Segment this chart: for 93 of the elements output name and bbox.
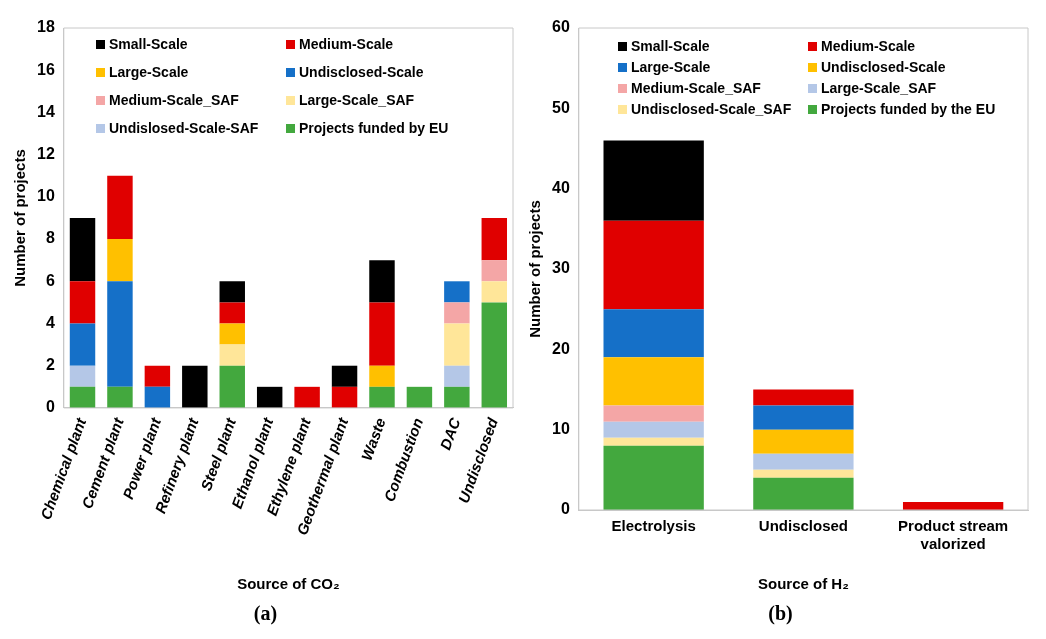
bar	[331, 365, 358, 387]
bar	[481, 260, 508, 282]
bar	[369, 302, 395, 366]
x-axis-title: Source of CO₂	[237, 575, 340, 593]
y-tick-label: 6	[45, 271, 55, 289]
y-tick-label: 0	[560, 500, 570, 518]
y-axis-title: Number of projects	[526, 200, 544, 338]
y-tick-label: 50	[552, 98, 570, 116]
bar	[753, 429, 854, 454]
x-tick-label: Undisclosed	[758, 517, 848, 535]
legend-label: Medium-Scale_SAF	[631, 80, 761, 96]
legend-label: Undisclosed-Scale	[299, 64, 424, 80]
y-tick-label: 10	[37, 187, 55, 205]
bar	[603, 437, 704, 446]
bar	[144, 365, 171, 387]
bar	[753, 453, 854, 470]
bar	[331, 386, 358, 408]
y-tick-label: 12	[37, 145, 55, 163]
legend-label: Large-Scale	[631, 59, 711, 75]
legend-label: Medium-Scale	[821, 38, 916, 54]
y-tick-label: 2	[45, 356, 55, 374]
y-tick-label: 10	[552, 420, 570, 438]
bar	[406, 386, 433, 408]
y-tick-label: 60	[552, 18, 570, 36]
y-tick-label: 8	[45, 229, 55, 247]
bar	[369, 260, 395, 303]
bar	[107, 175, 133, 240]
y-axis-title: Number of projects	[11, 149, 29, 287]
legend-label: Undisclosed-Scale_SAF	[631, 101, 792, 117]
legend-label: Projects funded by the EU	[821, 101, 996, 117]
legend-label: Undislosed-Scale-SAF	[109, 120, 259, 136]
bar	[481, 281, 508, 303]
y-tick-label: 20	[552, 339, 570, 357]
y-tick-label: 18	[37, 18, 55, 36]
bar	[603, 405, 704, 422]
x-tick-label: Waste	[357, 415, 389, 463]
legend-label: Small-Scale	[631, 38, 710, 54]
y-tick-label: 30	[552, 259, 570, 277]
y-tick-label: 16	[37, 60, 55, 78]
bar	[603, 309, 704, 358]
bar	[256, 386, 283, 408]
bar	[107, 281, 133, 387]
x-tick-label: Electrolysis	[611, 517, 696, 535]
legend-label: Large-Scale_SAF	[299, 92, 415, 108]
bar	[753, 405, 854, 430]
bar	[603, 421, 704, 438]
text: (b)	[767, 602, 794, 625]
bar	[294, 386, 320, 408]
legend-label: Projects funded by EU	[299, 120, 449, 136]
bar	[753, 469, 854, 478]
bar	[444, 365, 470, 387]
bar	[481, 217, 508, 261]
legend-label: Undisclosed-Scale	[821, 59, 946, 75]
bar	[603, 357, 704, 406]
bar	[444, 386, 470, 408]
bar	[219, 302, 245, 324]
legend-label: Medium-Scale_SAF	[109, 92, 239, 108]
bar	[69, 281, 96, 324]
bar	[444, 323, 470, 366]
bar	[69, 386, 96, 408]
bar	[369, 386, 395, 408]
y-tick-label: 0	[45, 398, 55, 416]
bar	[69, 217, 96, 282]
bar	[753, 477, 854, 510]
bar	[182, 365, 208, 408]
legend-label: Large-Scale	[109, 64, 189, 80]
bar	[69, 323, 96, 366]
bar	[369, 365, 395, 387]
bar	[219, 323, 245, 345]
x-axis-title: Source of H₂	[757, 575, 849, 593]
bar	[481, 302, 508, 408]
bar	[144, 386, 171, 408]
bar	[444, 281, 470, 303]
text: (a)	[252, 602, 279, 625]
bar	[603, 140, 704, 221]
bar	[444, 302, 470, 324]
legend-label: Large-Scale_SAF	[821, 80, 937, 96]
x-tick-label: DAC	[436, 414, 464, 452]
bar	[603, 220, 704, 310]
x-tick-label: Product stream valorized	[898, 517, 1009, 553]
legend-label: Medium-Scale	[299, 36, 394, 52]
bar	[603, 445, 704, 510]
bar	[69, 365, 96, 387]
bar	[107, 239, 133, 282]
legend-label: Small-Scale	[109, 36, 188, 52]
bar	[219, 365, 245, 408]
y-tick-label: 4	[45, 313, 55, 331]
bar	[753, 389, 854, 406]
bar	[219, 344, 245, 366]
bar	[107, 386, 133, 408]
y-tick-label: 40	[552, 179, 570, 197]
y-tick-label: 14	[37, 102, 55, 120]
bar	[219, 281, 245, 303]
